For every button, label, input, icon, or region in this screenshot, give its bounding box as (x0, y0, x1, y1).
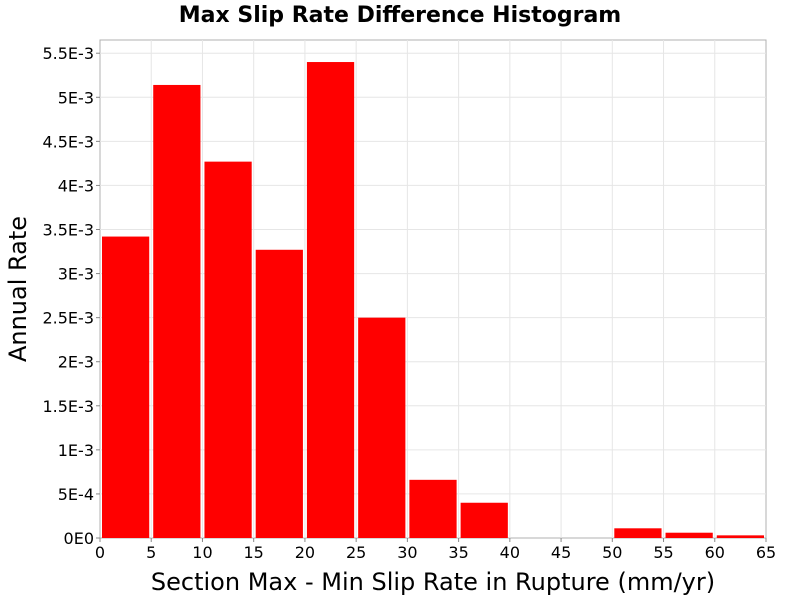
y-tick-label: 5.5E-3 (42, 44, 94, 63)
histogram-bar (460, 502, 508, 538)
y-tick-label: 3.5E-3 (42, 221, 94, 240)
x-tick-label: 0 (95, 543, 105, 562)
y-axis-ticks: 0E0 5E-4 1E-3 1.5E-3 2E-3 2.5E-3 3E-3 3.5E-3 4E-… (42, 44, 100, 548)
x-tick-label: 40 (500, 543, 520, 562)
y-tick-label: 1E-3 (58, 441, 94, 460)
x-tick-label: 50 (602, 543, 622, 562)
x-tick-label: 45 (551, 543, 571, 562)
histogram-bar (255, 249, 303, 539)
x-tick-label: 60 (705, 543, 725, 562)
y-tick-label: 5E-4 (58, 485, 94, 504)
y-tick-label: 0E0 (64, 529, 94, 548)
histogram-bar (102, 236, 150, 538)
histogram-bar (204, 161, 252, 539)
histogram-bar (358, 317, 406, 538)
x-tick-label: 20 (295, 543, 315, 562)
x-tick-label: 25 (346, 543, 366, 562)
y-tick-label: 3E-3 (58, 265, 94, 284)
histogram-bar (153, 84, 201, 538)
histogram-bar (306, 62, 355, 538)
x-tick-label: 35 (448, 543, 468, 562)
histogram-bar (614, 528, 662, 538)
bars-group (102, 62, 764, 539)
histogram-bar (716, 535, 764, 538)
y-tick-label: 4E-3 (58, 176, 94, 195)
histogram-bar (409, 479, 457, 538)
x-tick-label: 30 (397, 543, 417, 562)
x-axis-ticks: 0 5 10 15 20 25 30 35 40 45 50 55 60 65 (95, 538, 776, 562)
y-tick-label: 1.5E-3 (42, 397, 94, 416)
x-axis-title: Section Max - Min Slip Rate in Rupture (… (151, 568, 715, 596)
y-tick-label: 2.5E-3 (42, 309, 94, 328)
y-tick-label: 4.5E-3 (42, 132, 94, 151)
y-tick-label: 5E-3 (58, 88, 94, 107)
x-tick-label: 10 (192, 543, 212, 562)
x-tick-label: 55 (653, 543, 673, 562)
y-axis-title: Annual Rate (4, 216, 32, 362)
x-tick-label: 15 (244, 543, 264, 562)
x-tick-label: 65 (756, 543, 776, 562)
chart-title: Max Slip Rate Difference Histogram (179, 3, 621, 28)
y-tick-label: 2E-3 (58, 353, 94, 372)
x-tick-label: 5 (146, 543, 156, 562)
histogram-bar (665, 532, 713, 538)
